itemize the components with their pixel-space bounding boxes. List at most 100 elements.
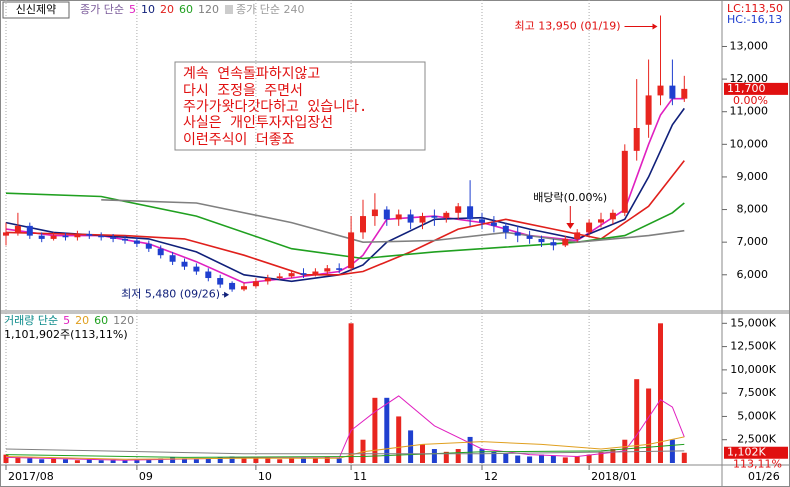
volume-bar — [586, 454, 592, 463]
candle-body — [181, 261, 188, 267]
candle-body — [133, 240, 140, 244]
candle-body — [229, 282, 236, 290]
x-tick-label: 12 — [484, 470, 498, 483]
volume-bar — [479, 449, 485, 463]
volume-bar — [110, 460, 116, 463]
memo-line: 계속 연속돌파하지않고 — [183, 66, 320, 82]
candle-body — [455, 206, 462, 213]
volume-bar — [312, 458, 318, 463]
legend-entry: 20 — [75, 314, 89, 327]
candle-body — [419, 216, 426, 223]
legend-entry: 60 — [179, 3, 193, 16]
stock-title: 신신제약 — [16, 2, 56, 16]
legend-entry: 10 — [141, 3, 155, 16]
volume-bar — [301, 457, 306, 463]
candle-body — [122, 238, 128, 241]
x-tick-label: 2017/08 — [8, 470, 54, 483]
candle-body — [431, 216, 438, 218]
volume-change: 113,11% — [733, 458, 782, 471]
x-tick-label: 09 — [139, 470, 153, 483]
candle-body — [479, 219, 485, 223]
candle-body — [312, 271, 319, 275]
volume-bar — [431, 449, 437, 463]
candle-body — [633, 128, 640, 151]
candle-body — [324, 268, 331, 272]
candle-body — [217, 278, 224, 285]
candle-body — [74, 234, 81, 238]
price-tag — [724, 82, 788, 95]
ma-line — [101, 199, 685, 244]
candle-body — [609, 212, 616, 220]
y-tick-label: 5,000K — [737, 409, 776, 422]
volume-bar — [574, 456, 580, 463]
candle-body — [526, 235, 533, 239]
volume-bar — [182, 458, 187, 463]
x-end-label: 01/26 — [748, 470, 780, 483]
inactive-legend: 종가 단순 240 — [236, 3, 304, 16]
candle-body — [586, 222, 593, 233]
volume-bar — [372, 397, 378, 463]
memo-line: 주가가왓다갓다하고 있습니다. — [183, 99, 367, 115]
legend-entry: 60 — [94, 314, 108, 327]
legend-swatch — [224, 5, 233, 14]
x-tick-label: 11 — [353, 470, 367, 483]
volume-bar — [455, 449, 461, 463]
candle-body — [50, 235, 57, 239]
ma-line — [5, 97, 685, 284]
volume-bar — [74, 460, 80, 463]
volume-bar — [217, 457, 223, 463]
volume-bar — [98, 460, 104, 463]
y-tick-label: 12,000 — [730, 72, 769, 85]
volume-bar — [396, 416, 402, 463]
price-tag-label: 11,700 — [727, 82, 766, 95]
volume-bar — [408, 430, 414, 463]
candle-body — [514, 232, 521, 236]
volume-bar — [539, 454, 544, 463]
volume-bar — [634, 379, 640, 463]
candle-body — [3, 232, 9, 236]
memo-line: 이런주식이 더좋죠 — [183, 132, 295, 148]
low-note: 최저 5,480 (09/26) — [121, 288, 220, 301]
candle-body — [252, 281, 259, 287]
candle-body — [645, 95, 652, 125]
low-arrowhead — [224, 291, 230, 298]
memo-line: 사실은 개인투자자입장선 — [183, 115, 333, 131]
candle-body — [395, 214, 402, 220]
candle-body — [467, 206, 474, 220]
volume-bar — [348, 323, 354, 463]
candle-body — [360, 216, 366, 233]
candle-body — [300, 273, 307, 275]
volume-bar — [503, 453, 509, 463]
candle-body — [383, 209, 390, 220]
candle-body — [193, 266, 200, 272]
candle-body — [98, 235, 105, 238]
high-note: 최고 13,950 (01/19) — [514, 20, 620, 33]
volume-bar — [205, 458, 211, 463]
candle-body — [241, 286, 247, 290]
volume-bar — [550, 455, 556, 463]
volume-bar — [146, 459, 152, 463]
y-tick-label: 7,500K — [737, 386, 776, 399]
volume-bar — [562, 457, 568, 463]
volume-bar — [598, 451, 604, 463]
candle-body — [621, 150, 628, 213]
volume-bar — [515, 455, 521, 463]
memo-line: 다시 조정을 주면서 — [183, 83, 303, 99]
volume-bar — [491, 451, 497, 463]
candle-body — [14, 225, 21, 233]
y-tick-label: 12,500K — [730, 340, 776, 353]
volume-bar — [158, 458, 164, 463]
volume-bar — [86, 459, 92, 463]
candle-body — [538, 238, 545, 243]
volume-bar — [3, 454, 9, 463]
candle-body — [550, 242, 557, 246]
candle-body — [38, 235, 45, 239]
x-tick-label: 2018/01 — [591, 470, 637, 483]
candle-body — [110, 237, 117, 239]
x-tick-label: 10 — [258, 470, 272, 483]
memo-box — [174, 61, 426, 151]
candle-body — [288, 273, 295, 277]
legend-entry: 120 — [113, 314, 134, 327]
ma-line — [5, 448, 685, 455]
